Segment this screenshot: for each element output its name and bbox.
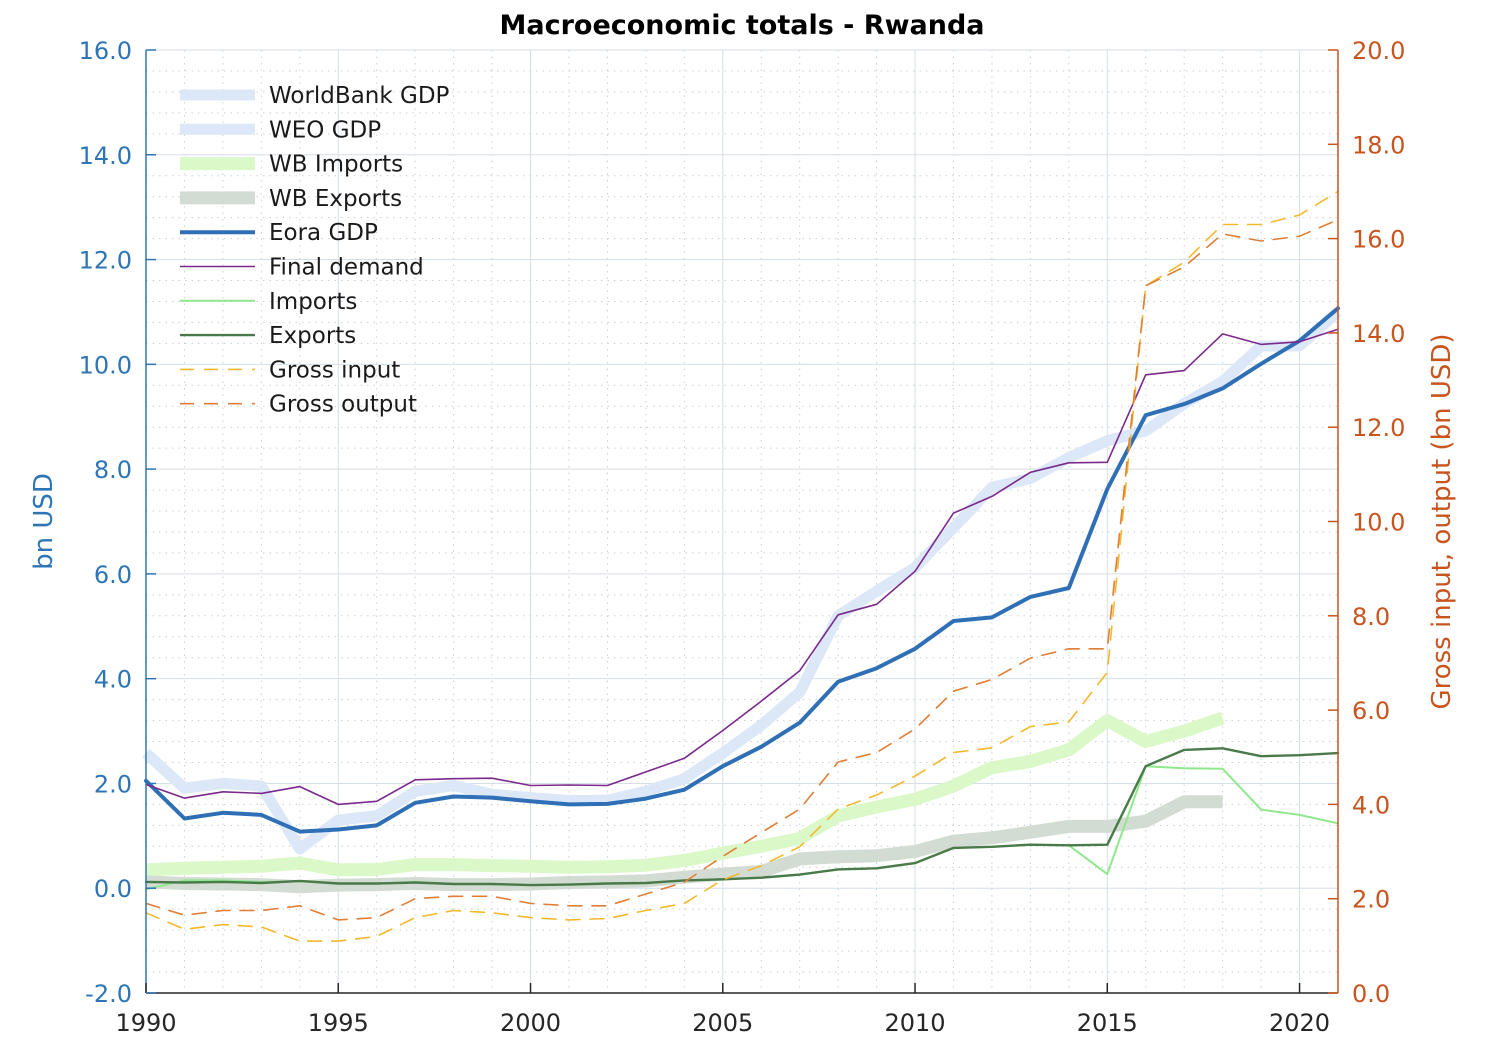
x-tick-label: 1995: [308, 1009, 369, 1037]
left-tick-label: 12.0: [79, 247, 132, 275]
left-tick-label: 6.0: [94, 561, 132, 589]
series-layer: [142, 190, 1342, 942]
legend: WorldBank GDP WEO GDP WB Imports WB Exports…: [180, 83, 450, 418]
right-tick-label: 12.0: [1352, 414, 1405, 442]
right-axis-label: Gross input, output (bn USD): [1427, 333, 1457, 709]
series-line-wb-exports: [145, 795, 1223, 894]
axes: 1990 1995 2000 2005 2010 2015 2020 -2.0 0.0 2.0 4.…: [79, 37, 1406, 1037]
right-tick-label: 2.0: [1352, 886, 1390, 914]
left-tick-label: -2.0: [85, 980, 132, 1008]
legend-label-gross-output: Gross output: [269, 392, 417, 418]
left-tick-label: 14.0: [79, 142, 132, 170]
right-tick-label: 10.0: [1352, 509, 1405, 537]
x-tick-label: 2000: [500, 1009, 561, 1037]
series-line-gross-output: [145, 218, 1339, 921]
legend-label-final-demand: Final demand: [269, 255, 424, 281]
legend-label-worldbank-gdp: WorldBank GDP: [269, 83, 450, 109]
series-line-final-demand: [145, 328, 1339, 806]
x-tick-label: 2005: [692, 1009, 753, 1037]
x-tick-label: 2015: [1077, 1009, 1138, 1037]
left-axis-label: bn USD: [29, 473, 59, 570]
left-tick-label: 8.0: [94, 456, 132, 484]
legend-label-wb-imports: WB Imports: [269, 152, 403, 178]
legend-label-weo-gdp: WEO GDP: [269, 117, 381, 143]
right-tick-label: 0.0: [1352, 980, 1390, 1008]
legend-label-wb-exports: WB Exports: [269, 186, 402, 212]
series-line-exports: [144, 747, 1340, 887]
x-tick-label: 1990: [115, 1009, 176, 1037]
left-tick-label: 16.0: [79, 37, 132, 65]
series-line-eora-gdp: [144, 306, 1340, 834]
legend-label-eora-gdp: Eora GDP: [269, 220, 378, 246]
legend-label-imports: Imports: [269, 289, 357, 315]
left-tick-label: 4.0: [94, 666, 132, 694]
right-tick-label: 8.0: [1352, 603, 1390, 631]
right-tick-label: 20.0: [1352, 37, 1405, 65]
left-tick-label: 0.0: [94, 875, 132, 903]
right-tick-label: 4.0: [1352, 791, 1390, 819]
legend-label-exports: Exports: [269, 323, 356, 349]
legend-label-gross-input: Gross input: [269, 357, 400, 383]
x-tick-label: 2010: [884, 1009, 945, 1037]
grid: [145, 49, 1339, 994]
right-tick-label: 16.0: [1352, 226, 1405, 254]
series-line-wb-imports: [145, 711, 1225, 877]
left-tick-label: 10.0: [79, 351, 132, 379]
right-tick-label: 6.0: [1352, 697, 1390, 725]
x-tick-label: 2020: [1269, 1009, 1330, 1037]
chart-title: Macroeconomic totals - Rwanda: [499, 10, 984, 41]
series-line-weo-gdp: [142, 307, 1342, 855]
left-tick-label: 2.0: [94, 770, 132, 798]
right-tick-label: 18.0: [1352, 131, 1405, 159]
right-tick-label: 14.0: [1352, 320, 1405, 348]
